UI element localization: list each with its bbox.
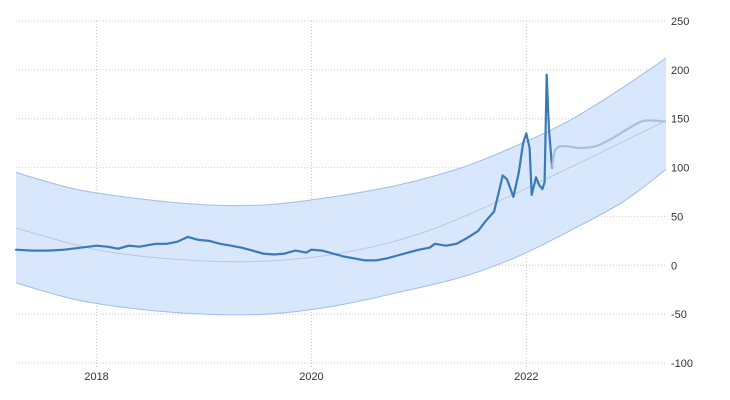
y-tick-label: -50	[671, 309, 687, 321]
x-tick-label: 2020	[299, 371, 323, 383]
band-layer	[15, 57, 667, 316]
y-tick-label: -100	[671, 358, 693, 370]
band-lower-edge	[15, 169, 667, 316]
trend-line	[15, 120, 667, 263]
trend-layer	[15, 120, 667, 263]
y-tick-label: 250	[671, 16, 689, 28]
historical-line	[14, 73, 554, 262]
y-tick-label: 200	[671, 65, 689, 77]
x-tick-label: 2018	[84, 371, 108, 383]
y-tick-label: 100	[671, 163, 689, 175]
band-upper-edge	[15, 57, 667, 207]
forecast-line	[551, 119, 667, 168]
y-tick-label: 150	[671, 114, 689, 126]
y-tick-label: 0	[671, 260, 677, 272]
series-layer	[14, 73, 667, 262]
y-axis-tick-labels: 250 200 150 100 50 0 -50 -100	[671, 16, 693, 370]
confidence-band	[16, 58, 666, 315]
y-tick-label: 50	[671, 211, 683, 223]
x-tick-label: 2022	[514, 371, 538, 383]
x-axis-tick-labels: 2018 2020 2022	[84, 371, 538, 383]
